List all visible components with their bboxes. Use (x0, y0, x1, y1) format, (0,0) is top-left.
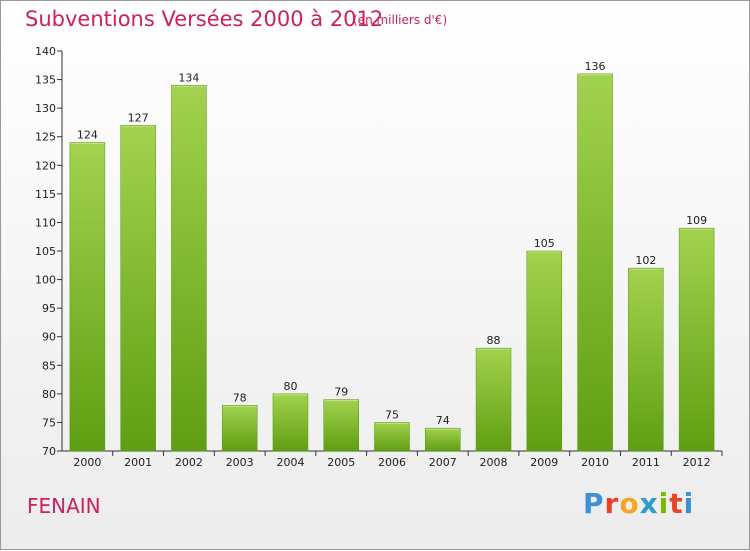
brand-letter: x (639, 487, 659, 520)
chart-subtitle: (en milliers d'€) (353, 13, 448, 27)
bar (69, 142, 106, 452)
x-tick-label: 2002 (175, 456, 203, 469)
town-name: FENAIN (27, 494, 101, 518)
y-tick-label: 95 (42, 302, 56, 315)
bar (323, 399, 359, 452)
x-tick-label: 2011 (632, 456, 660, 469)
y-tick-label: 120 (35, 159, 56, 172)
bar-value-label: 136 (585, 60, 606, 73)
bar-value-label: 78 (233, 391, 247, 404)
x-tick-label: 2008 (480, 456, 508, 469)
bar-value-label: 74 (436, 414, 450, 427)
brand-letter: o (619, 487, 640, 520)
x-tick-label: 2000 (73, 456, 101, 469)
bar-value-label: 80 (283, 380, 297, 393)
bar-value-label: 79 (334, 386, 348, 399)
bar-value-label: 102 (635, 254, 656, 267)
bar (628, 267, 664, 452)
brand-letter: r (604, 487, 620, 520)
y-tick-label: 90 (42, 331, 56, 344)
chart-title: Subventions Versées 2000 à 2012 (25, 7, 384, 31)
y-tick-label: 125 (35, 131, 56, 144)
bar (272, 393, 309, 452)
bar-value-label: 109 (686, 214, 707, 227)
y-tick-label: 130 (35, 102, 56, 115)
x-tick-label: 2006 (378, 456, 406, 469)
x-tick-label: 2012 (683, 456, 711, 469)
y-tick-label: 75 (42, 416, 56, 429)
x-tick-label: 2003 (226, 456, 254, 469)
bar-value-label: 134 (178, 71, 199, 84)
x-tick-label: 2010 (581, 456, 609, 469)
x-tick-label: 2007 (429, 456, 457, 469)
y-tick-label: 100 (35, 274, 56, 287)
bar (120, 125, 156, 452)
y-tick-label: 70 (42, 445, 56, 458)
bar-value-label: 124 (77, 128, 98, 141)
x-tick-label: 2005 (327, 456, 355, 469)
y-tick-label: 85 (42, 359, 56, 372)
brand-letter: t (669, 487, 684, 520)
bar (171, 85, 207, 452)
bar-value-label: 75 (385, 408, 399, 421)
y-tick-label: 140 (35, 45, 56, 58)
x-tick-label: 2004 (276, 456, 304, 469)
labels: 124 2000 127 2001 134 2002 78 2003 80 2004 79 2005 7… (73, 60, 710, 469)
brand-letter: P (583, 487, 605, 520)
bar (577, 73, 613, 452)
y-tick-label: 110 (35, 216, 56, 229)
bar-value-label: 105 (534, 237, 555, 250)
bar (374, 422, 410, 452)
bar (678, 227, 715, 452)
bar (526, 250, 563, 452)
y-tick-label: 115 (35, 188, 56, 201)
y-tick-label: 105 (35, 245, 56, 258)
brand-logo: Proxiti (583, 487, 694, 520)
x-tick-label: 2009 (530, 456, 558, 469)
y-tick-label: 80 (42, 388, 56, 401)
x-tick-label: 2001 (124, 456, 152, 469)
bar (425, 427, 461, 452)
axes: 70 75 80 85 90 95 100 105 110 115 120 125 130 135 140 (35, 45, 723, 458)
brand-letter: i (683, 487, 695, 520)
bars (69, 73, 715, 452)
brand-letter: i (658, 487, 670, 520)
bar (475, 347, 512, 452)
y-tick-label: 135 (35, 74, 56, 87)
bar (221, 405, 258, 452)
bar-value-label: 127 (128, 111, 149, 124)
bar-value-label: 88 (487, 334, 501, 347)
